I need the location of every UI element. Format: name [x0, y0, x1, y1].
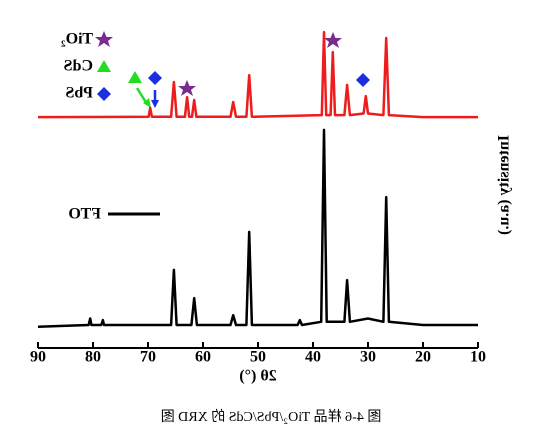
x-tick-label: 50 — [250, 349, 266, 366]
x-tick-label: 10 — [470, 349, 486, 366]
legend-label: CdS — [64, 58, 93, 75]
x-label: 2θ (°) — [239, 368, 276, 385]
caption: 图 4-6 样品 TiO₂/PbS/CdS 的 XRD 图 — [161, 409, 382, 425]
legend-label: PbS — [65, 85, 93, 102]
arrowhead — [143, 98, 151, 108]
triangle-icon — [97, 60, 111, 72]
legend-label: FTO — [68, 206, 101, 223]
x-tick-label: 40 — [305, 349, 321, 366]
series-line — [37, 30, 478, 119]
x-tick-label: 20 — [415, 349, 431, 366]
mirrored-chart: 2θ (°) Intensity (a.u.) 图 4-6 样品 TiO₂/Pb… — [30, 31, 513, 426]
series-line — [37, 128, 478, 328]
arrowhead — [151, 100, 159, 108]
legend-label: TiO₂ — [61, 31, 93, 48]
star-icon — [178, 80, 196, 96]
y-label: Intensity (a.u.) — [496, 135, 513, 235]
diamond-icon — [356, 73, 370, 87]
diamond-icon — [97, 87, 111, 101]
diamond-icon — [148, 71, 162, 85]
x-tick-label: 70 — [140, 349, 156, 366]
star-icon — [95, 31, 113, 47]
x-tick-label: 80 — [85, 349, 101, 366]
x-tick-label: 30 — [360, 349, 376, 366]
x-tick-label: 60 — [195, 349, 211, 366]
x-tick-label: 90 — [30, 349, 46, 366]
star-icon — [324, 32, 342, 48]
triangle-icon — [128, 71, 142, 83]
